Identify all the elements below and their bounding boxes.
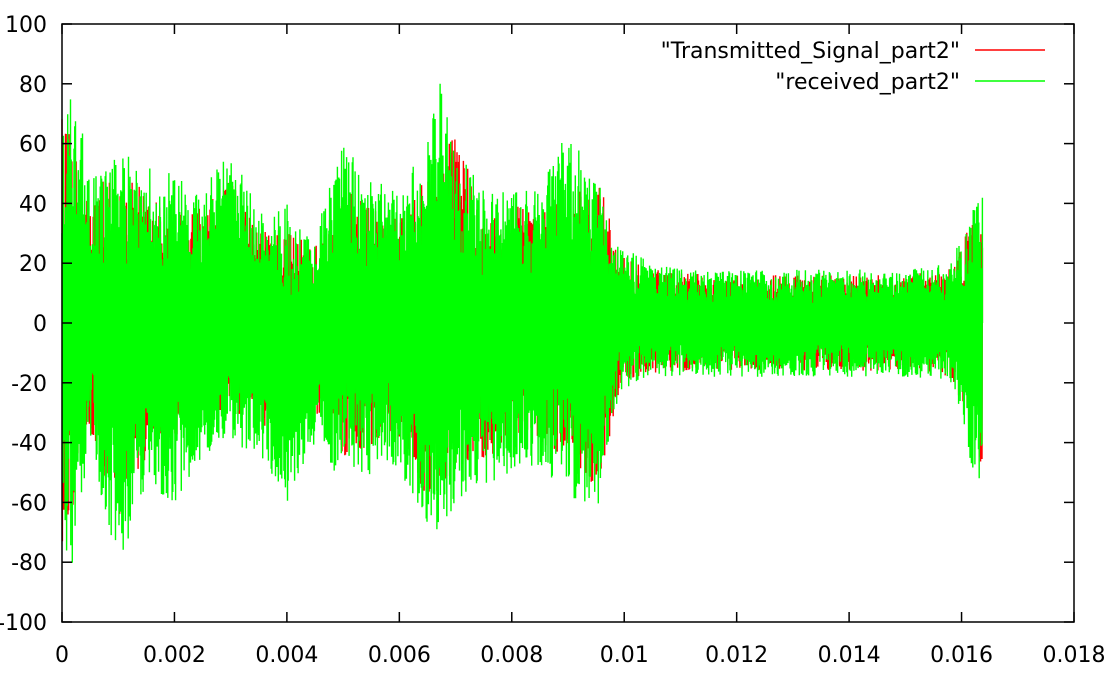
y-tick-label: -100 <box>0 611 47 636</box>
y-tick-label: 100 <box>5 13 47 38</box>
y-tick-label: 20 <box>19 252 47 277</box>
x-tick-label: 0.014 <box>818 643 881 668</box>
legend-entry-label: "received_part2" <box>775 70 960 95</box>
x-tick-label: 0.002 <box>143 643 206 668</box>
y-tick-label: 0 <box>33 312 47 337</box>
x-tick-label: 0.01 <box>600 643 649 668</box>
y-tick-label: -80 <box>11 551 47 576</box>
x-tick-label: 0 <box>55 643 69 668</box>
series-line-1 <box>61 83 984 563</box>
x-tick-label: 0.008 <box>480 643 543 668</box>
y-tick-label: -60 <box>11 491 47 516</box>
y-tick-label: 60 <box>19 133 47 158</box>
legend-entry-label: "Transmitted_Signal_part2" <box>661 39 960 64</box>
y-tick-label: 80 <box>19 73 47 98</box>
x-tick-label: 0.012 <box>705 643 768 668</box>
x-tick-label: 0.016 <box>930 643 993 668</box>
y-axis: 100 80 60 40 20 0 -20 -40 -60 -80 -100 <box>0 13 1074 636</box>
y-tick-label: 40 <box>19 192 47 217</box>
x-axis: 0 0.002 0.004 0.006 0.008 0.01 0.012 0.014 0.016… <box>55 24 1105 668</box>
x-tick-label: 0.018 <box>1043 643 1106 668</box>
x-tick-label: 0.006 <box>368 643 431 668</box>
plot-area <box>61 83 984 563</box>
y-tick-label: -20 <box>11 372 47 397</box>
legend: "Transmitted_Signal_part2" "received_part… <box>661 39 1045 95</box>
y-tick-label: -40 <box>11 432 47 457</box>
x-tick-label: 0.004 <box>255 643 318 668</box>
